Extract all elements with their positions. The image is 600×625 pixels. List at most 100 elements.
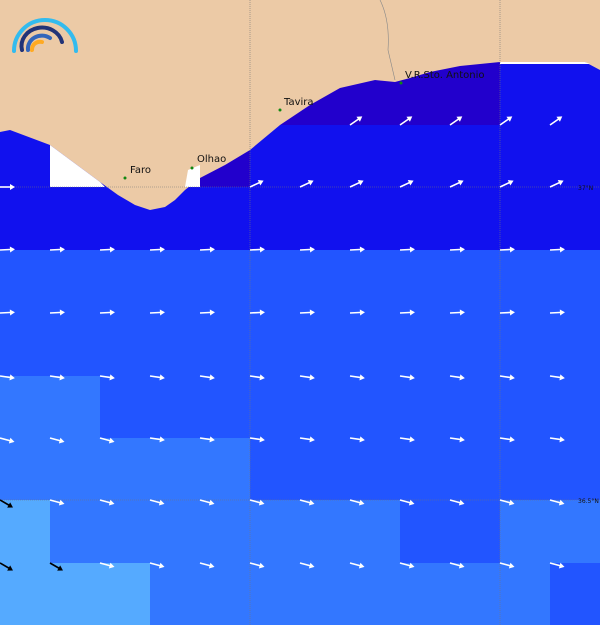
current-arrow	[349, 116, 363, 126]
current-arrow	[399, 246, 415, 253]
current-arrow	[49, 374, 65, 381]
color-cell	[500, 500, 600, 563]
current-arrow	[299, 436, 315, 443]
current-arrow	[99, 309, 115, 316]
white-nodata	[185, 165, 200, 187]
color-cell	[550, 563, 600, 625]
color-cell	[50, 500, 400, 563]
current-arrow	[49, 437, 65, 444]
current-arrow	[0, 374, 15, 381]
current-arrow	[449, 116, 463, 126]
color-cell	[0, 500, 50, 563]
current-arrow	[149, 246, 165, 253]
logo	[12, 18, 78, 53]
current-arrow	[249, 246, 265, 253]
current-arrow	[299, 309, 315, 316]
current-arrow	[449, 180, 464, 188]
current-arrow	[199, 499, 215, 506]
current-arrow	[449, 374, 465, 381]
current-arrow	[549, 374, 565, 381]
current-arrows	[0, 116, 565, 571]
current-arrow	[199, 374, 215, 381]
lat-label-37: 37°N	[578, 185, 593, 192]
current-arrow	[99, 562, 115, 569]
current-arrow	[449, 309, 465, 316]
color-cell	[150, 563, 550, 625]
color-cell	[0, 438, 250, 500]
current-arrow	[499, 180, 514, 188]
current-arrow	[349, 374, 365, 381]
current-arrow	[299, 499, 315, 506]
lat-label-36-5: 36.5°N	[578, 498, 599, 505]
current-arrow	[199, 309, 215, 316]
current-arrow	[149, 436, 165, 443]
place-label-vr-sto-antonio: V.R.Sto. Antonio	[405, 70, 485, 81]
current-arrow	[499, 309, 515, 316]
current-arrow	[299, 180, 314, 188]
current-arrow	[399, 562, 415, 569]
current-arrow	[0, 246, 15, 253]
current-arrow	[449, 562, 465, 569]
current-arrow	[399, 374, 415, 381]
current-arrow	[249, 499, 265, 506]
current-arrow	[99, 437, 115, 444]
current-arrow	[49, 499, 65, 506]
current-arrow	[299, 374, 315, 381]
current-arrow	[249, 562, 265, 569]
current-arrow	[149, 374, 165, 381]
current-arrow	[199, 562, 215, 569]
current-arrow	[349, 246, 365, 253]
current-arrow	[549, 499, 565, 506]
current-arrow	[349, 180, 364, 188]
place-label-olhao: Olhao	[197, 154, 226, 165]
current-arrow	[449, 499, 465, 506]
color-cell	[100, 376, 600, 438]
place-label-faro: Faro	[130, 165, 151, 176]
current-arrow	[49, 246, 65, 253]
current-arrow	[399, 116, 413, 126]
current-arrow	[549, 562, 565, 569]
current-arrow	[299, 246, 315, 253]
current-arrow	[99, 499, 115, 506]
color-cell	[0, 563, 150, 625]
current-arrow	[499, 562, 515, 569]
current-arrow	[499, 374, 515, 381]
current-arrow	[49, 309, 65, 316]
place-label-tavira: Tavira	[283, 97, 314, 108]
current-arrow	[399, 499, 415, 506]
current-arrow	[149, 562, 165, 569]
current-arrow	[399, 309, 415, 316]
current-arrow	[499, 246, 515, 253]
current-arrow	[49, 562, 63, 571]
current-arrow	[349, 499, 365, 506]
current-arrow	[549, 309, 565, 316]
current-arrow	[0, 437, 15, 444]
current-arrow	[149, 499, 165, 506]
current-arrow	[99, 246, 115, 253]
current-arrow	[349, 309, 365, 316]
color-cell	[400, 500, 500, 563]
color-cell	[500, 60, 600, 187]
current-arrow	[399, 436, 415, 443]
current-arrow	[0, 309, 15, 316]
stations	[123, 81, 403, 180]
current-arrow	[249, 436, 265, 443]
current-arrow	[149, 309, 165, 316]
color-cell	[250, 438, 600, 500]
white-nodata	[50, 145, 105, 187]
river	[379, 0, 396, 81]
current-arrow	[549, 436, 565, 443]
current-arrow	[499, 499, 515, 506]
current-arrow	[199, 246, 215, 253]
current-arrow	[99, 374, 115, 381]
current-arrow	[0, 562, 13, 571]
current-arrow	[399, 180, 414, 188]
current-arrow	[249, 374, 265, 381]
current-arrow	[449, 436, 465, 443]
current-arrow	[349, 562, 365, 569]
color-cell	[0, 187, 600, 250]
white-nodata	[500, 62, 590, 64]
current-arrow	[199, 436, 215, 443]
current-arrow	[349, 436, 365, 443]
current-arrow	[499, 436, 515, 443]
